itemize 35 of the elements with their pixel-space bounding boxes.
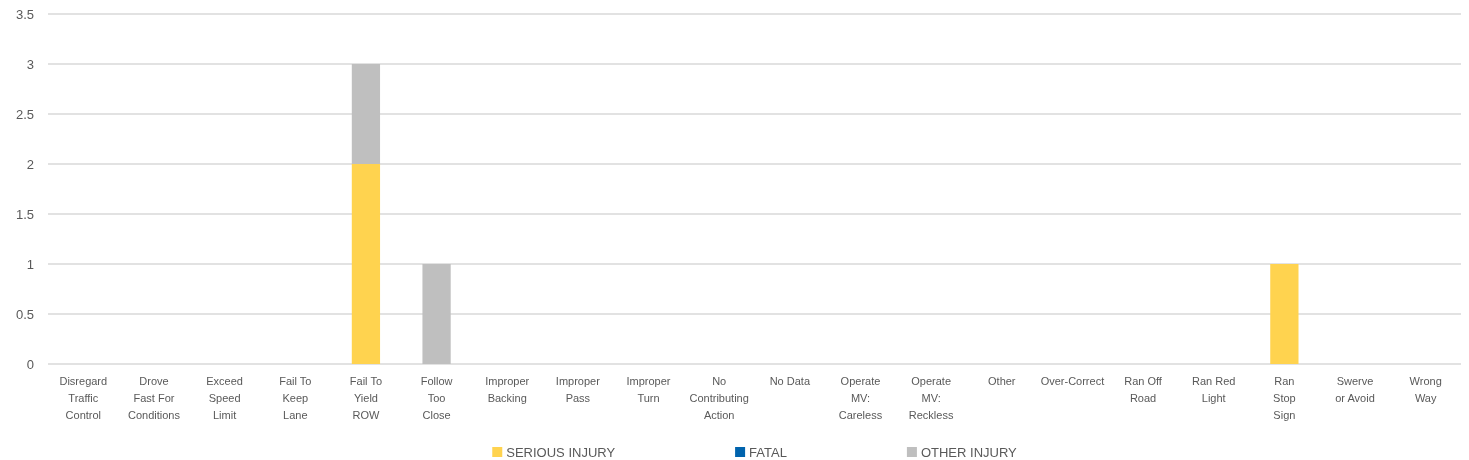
x-tick-label: Improper Turn: [626, 375, 671, 404]
x-tick-label: No Contributing Action: [689, 375, 749, 421]
x-tick-label: Disregard Traffic Control: [59, 375, 108, 421]
x-tick-label: Other: [988, 375, 1016, 387]
y-tick-label: 0.5: [15, 306, 34, 322]
x-tick-label: Operate MV: Reckless: [908, 375, 954, 421]
x-tick-label: Wrong Way: [1409, 375, 1442, 404]
legend-label: OTHER INJURY: [920, 444, 1018, 460]
x-tick-label: Fail To Yield ROW: [349, 375, 383, 421]
x-tick-label: Improper Pass: [555, 375, 601, 404]
x-tick-label: Operate MV: Careless: [838, 375, 883, 421]
x-tick-label: No Data: [769, 375, 811, 387]
x-tick-label: Over-Correct: [1040, 375, 1105, 387]
x-tick-label: Improper Backing: [485, 375, 530, 404]
bar: [422, 264, 451, 364]
y-tick-label: 0: [26, 356, 34, 372]
x-tick-label: Drove Fast For Conditions: [127, 375, 181, 421]
x-tick-label: Fail To Keep Lane: [279, 375, 312, 421]
x-tick-label: Follow Too Close: [420, 375, 453, 421]
y-tick-label: 3.5: [15, 6, 34, 22]
bar: [351, 164, 381, 364]
y-tick-label: 2.5: [15, 106, 34, 122]
y-tick-label: 1: [26, 256, 34, 272]
x-tick-label: Ran Stop Sign: [1273, 375, 1296, 421]
x-tick-label: Swerve or Avoid: [1335, 375, 1375, 404]
legend-label: SERIOUS INJURY: [506, 444, 616, 460]
bar: [351, 64, 381, 164]
bar: [1270, 264, 1299, 364]
x-tick-label: Ran Red Light: [1192, 375, 1236, 404]
legend-label: FATAL: [749, 444, 787, 460]
x-tick-label: Ran Off Road: [1124, 375, 1163, 404]
x-tick-label: Exceed Speed Limit: [206, 375, 243, 421]
y-tick-label: 2: [26, 156, 34, 172]
y-tick-label: 1.5: [15, 206, 34, 222]
y-tick-label: 3: [26, 56, 34, 72]
